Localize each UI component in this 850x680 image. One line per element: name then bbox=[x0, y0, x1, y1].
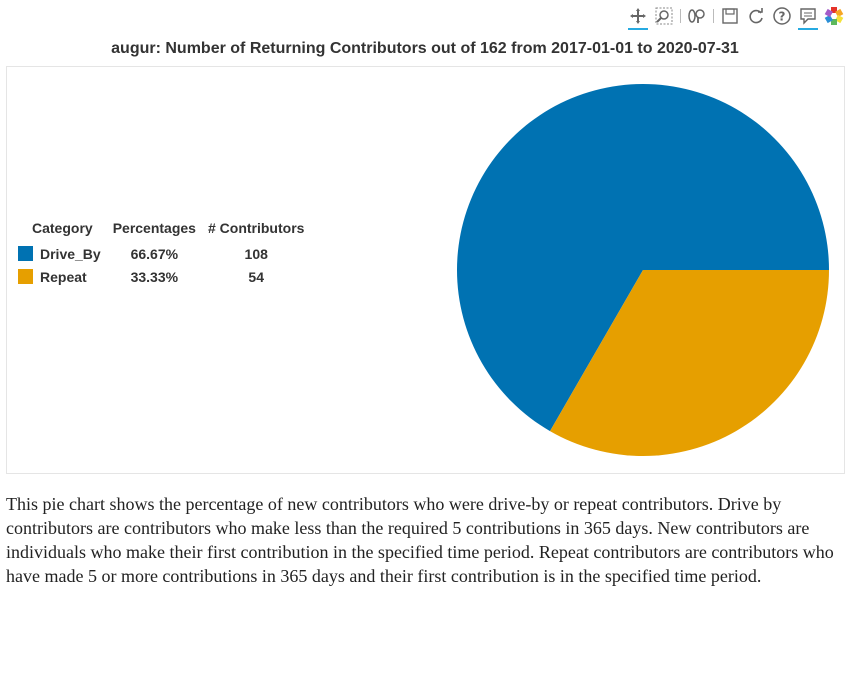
legend-count-repeat: 54 bbox=[248, 269, 264, 285]
legend-swatch-repeat bbox=[18, 269, 33, 284]
box-zoom-tool-button[interactable] bbox=[652, 5, 676, 27]
legend-row-drive-by: Drive_By 66.67% 108 bbox=[18, 244, 310, 267]
pie-slice-drive-by[interactable] bbox=[457, 84, 829, 432]
legend-row-repeat: Repeat 33.33% 54 bbox=[18, 267, 310, 290]
toolbar-divider bbox=[713, 9, 714, 23]
toolbar-divider bbox=[680, 9, 681, 23]
chart-title: augur: Number of Returning Contributors … bbox=[111, 40, 739, 57]
pie-slice-repeat[interactable] bbox=[550, 270, 829, 456]
legend-header-percentages: Percentages bbox=[112, 220, 196, 236]
pie-chart[interactable] bbox=[455, 82, 835, 460]
pan-tool-button[interactable] bbox=[626, 5, 650, 30]
svg-text:?: ? bbox=[779, 10, 786, 24]
chart-description: This pie chart shows the percentage of n… bbox=[6, 494, 834, 586]
wheel-zoom-tool-button[interactable] bbox=[685, 5, 709, 27]
reset-icon bbox=[749, 8, 763, 24]
legend-label-repeat: Repeat bbox=[40, 269, 87, 285]
hover-icon bbox=[800, 8, 816, 25]
legend-percentage-drive-by: 66.67% bbox=[130, 246, 179, 262]
chart-legend: Category Percentages # Contributors Driv… bbox=[18, 220, 310, 290]
wheel-zoom-icon bbox=[688, 9, 705, 23]
legend-header-category: Category bbox=[32, 220, 93, 236]
reset-tool-button[interactable] bbox=[744, 5, 768, 27]
legend-percentage-repeat: 33.33% bbox=[130, 269, 179, 285]
legend-table: Category Percentages # Contributors Driv… bbox=[18, 220, 310, 290]
plot-area bbox=[6, 66, 845, 474]
bokeh-logo-link[interactable] bbox=[822, 5, 846, 27]
legend-label-drive-by: Drive_By bbox=[40, 246, 101, 262]
chart-toolbar: ? bbox=[626, 4, 846, 30]
save-icon bbox=[722, 8, 738, 24]
save-tool-button[interactable] bbox=[718, 5, 742, 27]
bokeh-logo-icon bbox=[824, 7, 844, 25]
help-icon: ? bbox=[773, 7, 791, 25]
box-zoom-icon bbox=[655, 7, 673, 25]
hover-tool-button[interactable] bbox=[796, 5, 820, 30]
legend-swatch-drive-by bbox=[18, 246, 33, 261]
help-tool-button[interactable]: ? bbox=[770, 5, 794, 27]
legend-header-contributors: # Contributors bbox=[207, 220, 305, 236]
pan-icon bbox=[630, 8, 646, 24]
legend-count-drive-by: 108 bbox=[244, 246, 268, 262]
